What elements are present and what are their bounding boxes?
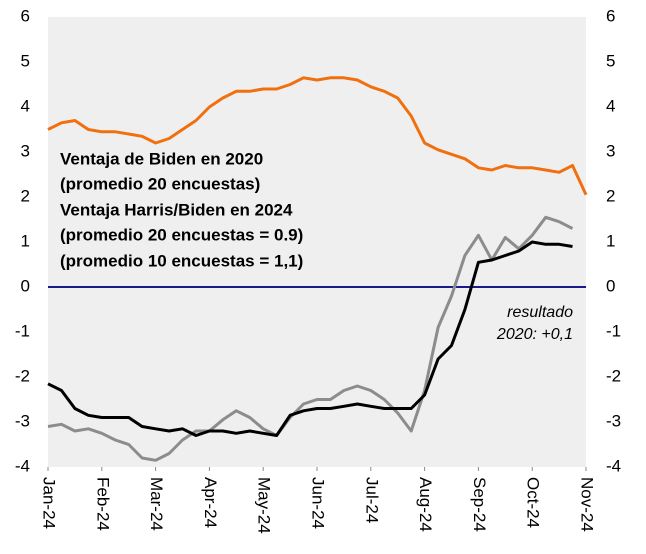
legend-note: (promedio 20 encuestas = 0.9) [60, 225, 303, 244]
series-line [47, 215, 574, 462]
y-tick-label: 3 [21, 141, 30, 160]
y2-tick-label: 0 [606, 276, 615, 295]
y-tick-label: 6 [21, 6, 30, 25]
y2-tick-label: 2 [606, 186, 615, 205]
y-tick-label: 4 [21, 96, 30, 115]
y2-tick-label: 6 [606, 6, 615, 25]
y-tick-label: 5 [21, 51, 30, 70]
x-tick-label: Sep-24 [470, 477, 489, 532]
annotation: 2020: +0,1 [496, 326, 573, 343]
plot-background [48, 17, 586, 467]
y2-tick-label: -3 [606, 411, 621, 430]
x-tick-label: Aug-24 [416, 477, 435, 532]
x-tick-label: Oct-24 [524, 477, 543, 528]
y-tick-label: -3 [15, 411, 30, 430]
legend-note: (promedio 20 encuestas) [60, 174, 260, 193]
x-tick-label: Jul-24 [362, 477, 381, 523]
x-tick-label: Apr-24 [201, 477, 220, 528]
y-tick-label: 0 [21, 276, 30, 295]
y2-tick-label: -4 [606, 456, 621, 475]
y2-tick-label: -1 [606, 321, 621, 340]
legend-label: (promedio 10 encuestas = 1,1) [60, 251, 303, 270]
legend-label: Ventaja de Biden en 2020 [60, 149, 263, 168]
y-tick-label: 2 [21, 186, 30, 205]
y2-tick-label: -2 [606, 366, 621, 385]
y2-tick-label: 4 [606, 96, 615, 115]
series-line [47, 240, 573, 437]
y-tick-label: -4 [15, 456, 30, 475]
y-tick-label: -2 [15, 366, 30, 385]
y-tick-label: 1 [21, 231, 30, 250]
y2-tick-label: 3 [606, 141, 615, 160]
y2-tick-label: 5 [606, 51, 615, 70]
x-tick-label: Jun-24 [309, 477, 328, 529]
x-tick-label: Jan-24 [40, 477, 59, 529]
x-tick-label: Feb-24 [93, 477, 112, 531]
x-tick-label: Nov-24 [578, 477, 597, 532]
x-tick-label: May-24 [255, 477, 274, 534]
y-tick-label: -1 [15, 321, 30, 340]
y2-tick-label: 1 [606, 231, 615, 250]
series-line [47, 76, 588, 196]
x-tick-label: Mar-24 [147, 477, 166, 531]
annotation: resultado [507, 304, 573, 321]
legend-label: Ventaja Harris/Biden en 2024 [60, 200, 293, 219]
